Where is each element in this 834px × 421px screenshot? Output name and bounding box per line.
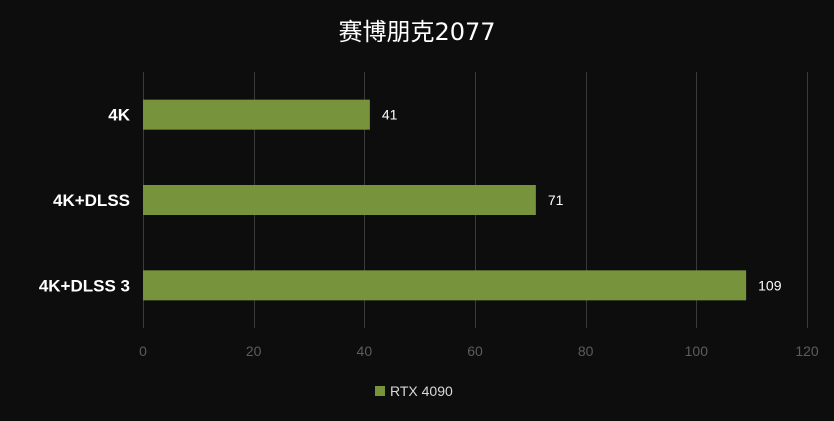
category-label-2: 4K+DLSS 3 bbox=[39, 276, 130, 295]
data-label-2: 109 bbox=[758, 277, 782, 293]
x-tick-label-100: 100 bbox=[685, 343, 709, 359]
x-tick-label-120: 120 bbox=[795, 343, 819, 359]
bar-1 bbox=[143, 185, 536, 215]
x-tick-label-20: 20 bbox=[246, 343, 262, 359]
x-tick-label-60: 60 bbox=[467, 343, 483, 359]
x-tick-label-0: 0 bbox=[139, 343, 147, 359]
data-label-1: 71 bbox=[548, 192, 564, 208]
bars bbox=[143, 99, 747, 301]
data-labels: 41 71 109 bbox=[382, 107, 782, 294]
x-tick-label-80: 80 bbox=[578, 343, 594, 359]
category-labels: 4K 4K+DLSS 4K+DLSS 3 bbox=[39, 106, 131, 296]
legend: RTX 4090 bbox=[375, 383, 453, 399]
chart-title: 赛博朋克2077 bbox=[338, 18, 495, 46]
x-tick-label-40: 40 bbox=[357, 343, 373, 359]
legend-swatch bbox=[375, 386, 385, 396]
category-label-0: 4K bbox=[108, 106, 130, 125]
bar-2 bbox=[143, 270, 747, 301]
data-label-0: 41 bbox=[382, 107, 398, 123]
legend-label: RTX 4090 bbox=[390, 383, 453, 399]
bar-0 bbox=[143, 99, 370, 130]
category-label-1: 4K+DLSS bbox=[53, 191, 130, 210]
x-axis-tick-labels: 0 20 40 60 80 100 120 bbox=[139, 343, 819, 359]
